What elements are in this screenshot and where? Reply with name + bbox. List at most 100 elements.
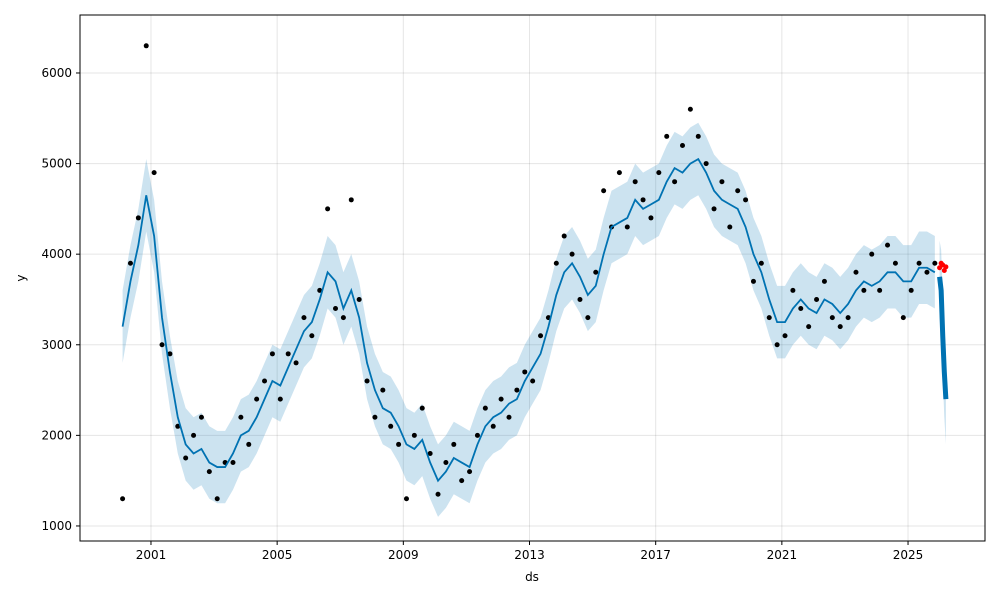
y-tick-label: 1000 — [41, 519, 72, 533]
observed-point — [151, 170, 157, 176]
observed-point — [790, 287, 796, 293]
recent-point — [943, 264, 949, 270]
observed-point — [317, 287, 323, 293]
observed-point — [301, 315, 307, 321]
observed-point — [443, 460, 449, 466]
observed-point — [143, 43, 149, 49]
observed-point — [246, 441, 252, 447]
observed-point — [798, 306, 804, 312]
observed-point — [601, 188, 607, 194]
observed-point — [837, 324, 843, 330]
observed-point — [459, 478, 465, 484]
observed-point — [585, 315, 591, 321]
x-tick-label: 2009 — [388, 548, 419, 562]
observed-point — [364, 378, 370, 384]
y-tick-label: 3000 — [41, 338, 72, 352]
observed-point — [175, 423, 181, 429]
y-tick-label: 6000 — [41, 66, 72, 80]
observed-point — [238, 414, 244, 420]
observed-point — [506, 414, 512, 420]
observed-point — [672, 179, 678, 185]
observed-point — [348, 197, 354, 203]
observed-point — [640, 197, 646, 203]
observed-point — [877, 287, 883, 293]
observed-point — [388, 423, 394, 429]
observed-point — [829, 315, 835, 321]
observed-point — [230, 460, 236, 466]
observed-point — [474, 432, 480, 438]
observed-point — [309, 333, 315, 339]
observed-point — [703, 161, 709, 167]
observed-point — [624, 224, 630, 230]
observed-point — [419, 405, 425, 411]
observed-point — [427, 450, 433, 456]
x-tick-label: 2017 — [640, 548, 671, 562]
observed-point — [664, 133, 670, 139]
observed-point — [782, 333, 788, 339]
observed-point — [806, 324, 812, 330]
observed-point — [695, 133, 701, 139]
observed-point — [932, 260, 938, 266]
observed-point — [490, 423, 496, 429]
observed-point — [561, 233, 567, 239]
observed-point — [403, 496, 409, 502]
observed-point — [396, 441, 402, 447]
observed-point — [821, 278, 827, 284]
observed-point — [482, 405, 488, 411]
observed-point — [372, 414, 378, 420]
observed-point — [766, 315, 772, 321]
observed-point — [451, 441, 457, 447]
observed-point — [356, 296, 362, 302]
observed-point — [277, 396, 283, 402]
observed-point — [853, 269, 859, 275]
observed-point — [845, 315, 851, 321]
observed-point — [254, 396, 260, 402]
observed-point — [530, 378, 536, 384]
observed-point — [774, 342, 780, 348]
observed-point — [127, 260, 133, 266]
observed-point — [183, 455, 189, 461]
observed-point — [885, 242, 891, 248]
yhat-line — [121, 157, 936, 483]
y-tick-label: 2000 — [41, 428, 72, 442]
observed-point — [814, 296, 820, 302]
observed-point — [719, 179, 725, 185]
observed-point — [522, 369, 528, 375]
observed-point — [711, 206, 717, 212]
observed-point — [735, 188, 741, 194]
observed-point — [593, 269, 599, 275]
x-tick-label: 2021 — [767, 548, 798, 562]
observed-point — [750, 278, 756, 284]
observed-point — [380, 387, 386, 393]
observed-point — [648, 215, 654, 221]
observed-point — [916, 260, 922, 266]
observed-point — [293, 360, 299, 366]
observed-point — [340, 315, 346, 321]
observed-point — [198, 414, 204, 420]
observed-point — [269, 351, 275, 357]
observed-point — [167, 351, 173, 357]
observed-point — [214, 496, 220, 502]
observed-point — [861, 287, 867, 293]
observed-point — [758, 260, 764, 266]
observed-point — [467, 469, 473, 475]
observed-point — [333, 306, 339, 312]
observed-point — [908, 287, 914, 293]
observed-point — [727, 224, 733, 230]
observed-point — [435, 491, 441, 497]
observed-point — [514, 387, 520, 393]
observed-point — [679, 142, 685, 148]
observed-point — [325, 206, 331, 212]
observed-point — [285, 351, 291, 357]
observed-point — [924, 269, 930, 275]
observed-point — [191, 432, 197, 438]
forecast-line — [937, 276, 949, 400]
x-tick-label: 2005 — [262, 548, 293, 562]
observed-point — [632, 179, 638, 185]
observed-point — [869, 251, 875, 257]
y-axis-label: y — [14, 274, 28, 281]
observed-point — [743, 197, 749, 203]
uncertainty-band — [122, 122, 935, 517]
